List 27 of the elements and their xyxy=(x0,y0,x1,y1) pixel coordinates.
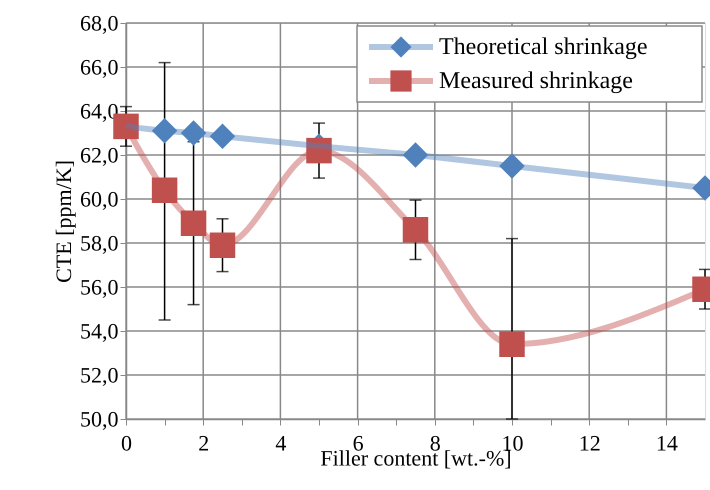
y-tick-label: 68,0 xyxy=(80,10,118,36)
legend-label: Theoretical shrinkage xyxy=(439,34,648,60)
point xyxy=(402,142,428,168)
y-tick-label: 60,0 xyxy=(80,186,118,212)
point xyxy=(152,118,178,144)
y-tick-label: 66,0 xyxy=(80,54,118,80)
point xyxy=(152,177,178,203)
y-tick-label: 50,0 xyxy=(80,406,118,432)
point xyxy=(499,153,525,179)
point xyxy=(499,331,525,357)
point xyxy=(180,210,206,236)
x-tick-label: 12 xyxy=(578,430,601,456)
point xyxy=(180,120,206,146)
point xyxy=(402,217,428,243)
y-tick-label: 56,0 xyxy=(80,274,118,300)
y-tick-label: 58,0 xyxy=(80,230,118,256)
y-tick-label: 54,0 xyxy=(80,318,118,344)
point xyxy=(210,124,236,150)
y-tick-label: 52,0 xyxy=(80,362,118,388)
point xyxy=(210,232,236,258)
y-tick-label: 62,0 xyxy=(80,142,118,168)
legend-label: Measured shrinkage xyxy=(439,68,633,94)
x-tick-label: 2 xyxy=(198,430,210,456)
x-tick-label: 0 xyxy=(121,430,132,456)
x-tick-label: 14 xyxy=(656,430,678,456)
x-tick-label: 4 xyxy=(275,430,286,456)
y-axis-title: CTE [ppm/K] xyxy=(51,160,76,283)
